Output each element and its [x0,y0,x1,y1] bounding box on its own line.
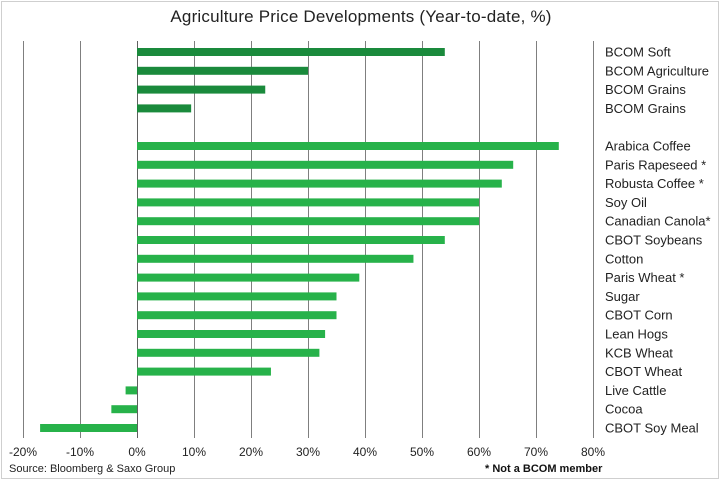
category-label: CBOT Soybeans [605,233,703,248]
category-label: Lean Hogs [605,327,668,342]
bar-bcom-soft [137,48,445,56]
x-tick-label: 50% [410,445,434,459]
category-label: CBOT Soy Meal [605,421,699,436]
bar-cbot-soy-meal [40,424,137,432]
category-label: Soy Oil [605,195,647,210]
bar-sugar [137,292,337,301]
x-tick-label: 20% [239,445,263,459]
bar-canadian-canola [137,217,479,226]
x-tick-label: 30% [296,445,320,459]
x-tick-label: 40% [353,445,377,459]
bar-live-cattle [125,386,137,395]
category-label: Cocoa [605,402,643,417]
bar-lean-hogs [137,330,326,338]
bar-bcom-agriculture [137,66,308,75]
bar-cbot-wheat [137,367,271,376]
category-label: BCOM Soft [605,45,671,60]
x-tick-label: 10% [182,445,206,459]
bar-cbot-soybeans [137,236,445,244]
category-label: BCOM Grains [605,82,686,97]
bar-bcom-grains [137,85,266,94]
category-label: Arabica Coffee [605,139,691,154]
x-axis-ticks: -20% -10% 0% 10% 20% 30% 40% 50% 60% 70% 80% [9,445,605,459]
x-tick-label: -10% [66,445,94,459]
chart-title: Agriculture Price Developments (Year-to-… [170,7,552,26]
category-label: Canadian Canola* [605,214,711,229]
footnote: * Not a BCOM member [485,463,603,475]
category-label: Paris Rapeseed * [605,157,706,172]
category-label: Sugar [605,289,640,304]
category-label: Robusta Coffee * [605,176,704,191]
category-label: CBOT Corn [605,308,673,323]
category-label: BCOM Grains [605,101,686,116]
bar-kcb-wheat [137,348,320,357]
bar-robusta-coffee [137,179,502,188]
category-label: Paris Wheat * [605,270,684,285]
bar-bcom-grains [137,104,192,113]
bar-cocoa [111,405,137,414]
bar-cotton [137,254,414,263]
bar-soy-oil [137,198,479,207]
bar-paris-wheat [137,273,360,282]
category-labels: BCOM Soft BCOM Agriculture BCOM Grains BCOM… [605,45,711,436]
category-label: Live Cattle [605,383,666,398]
x-tick-label: 80% [581,445,605,459]
source-note: Source: Bloomberg & Saxo Group [9,463,176,475]
category-label: CBOT Wheat [605,364,682,379]
x-tick-label: 70% [524,445,548,459]
bars [40,48,559,432]
x-tick-label: -20% [9,445,37,459]
bar-paris-rapeseed [137,160,514,169]
bar-arabica-coffee [137,142,559,150]
category-label: Cotton [605,251,643,266]
x-tick-label: 60% [467,445,491,459]
category-label: KCB Wheat [605,345,673,360]
bar-cbot-corn [137,311,337,320]
category-label: BCOM Agriculture [605,63,709,78]
x-tick-label: 0% [128,445,146,459]
